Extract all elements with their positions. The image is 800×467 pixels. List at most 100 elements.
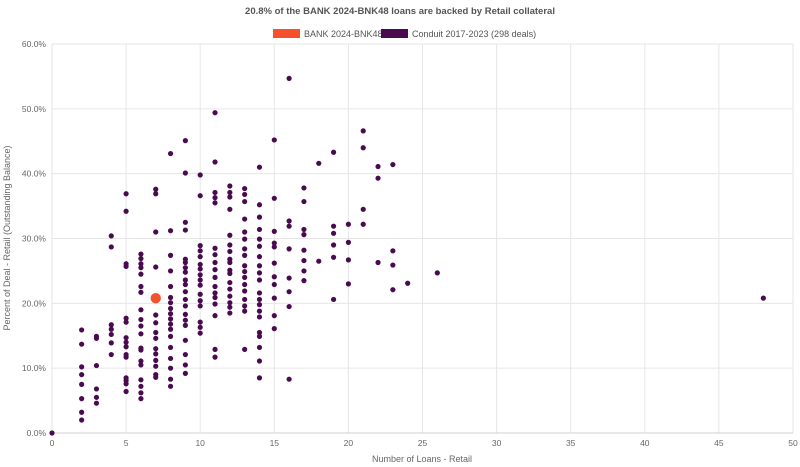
data-point-conduit[interactable]: [212, 195, 218, 201]
data-point-conduit[interactable]: [79, 417, 85, 423]
data-point-conduit[interactable]: [360, 145, 366, 151]
data-point-conduit[interactable]: [108, 331, 114, 338]
data-point-conduit[interactable]: [345, 221, 351, 227]
data-point-conduit[interactable]: [345, 239, 351, 245]
data-point-conduit[interactable]: [256, 296, 263, 303]
data-point-conduit[interactable]: [316, 258, 322, 264]
data-point-conduit[interactable]: [182, 269, 188, 275]
data-point-conduit[interactable]: [271, 326, 277, 332]
data-point-conduit[interactable]: [434, 270, 440, 276]
data-point-conduit[interactable]: [197, 277, 203, 283]
data-point-conduit[interactable]: [271, 137, 277, 143]
data-point-conduit[interactable]: [256, 344, 263, 351]
data-point-conduit[interactable]: [167, 316, 174, 322]
data-point-conduit[interactable]: [256, 243, 263, 249]
data-point-conduit[interactable]: [93, 394, 100, 400]
data-point-conduit[interactable]: [123, 335, 129, 341]
data-point-conduit[interactable]: [330, 296, 337, 303]
data-point-conduit[interactable]: [138, 255, 144, 262]
data-point-conduit[interactable]: [212, 313, 218, 319]
data-point-conduit[interactable]: [153, 357, 159, 363]
data-point-conduit[interactable]: [153, 372, 159, 378]
data-point-conduit[interactable]: [197, 319, 203, 325]
data-point-conduit[interactable]: [212, 189, 218, 196]
data-point-conduit[interactable]: [182, 317, 188, 323]
data-point-conduit[interactable]: [227, 248, 233, 255]
data-point-conduit[interactable]: [227, 206, 233, 212]
data-point-conduit[interactable]: [212, 283, 218, 290]
data-point-conduit[interactable]: [212, 252, 218, 258]
data-point-conduit[interactable]: [182, 256, 188, 262]
legend-item-conduit[interactable]: Conduit 2017-2023 (298 deals): [381, 29, 536, 39]
data-point-conduit[interactable]: [256, 290, 263, 296]
data-point-conduit[interactable]: [197, 272, 203, 278]
data-point-conduit[interactable]: [256, 214, 263, 220]
data-point-conduit[interactable]: [212, 267, 218, 273]
data-point-conduit[interactable]: [227, 286, 233, 292]
data-point-conduit[interactable]: [390, 262, 396, 268]
data-point-conduit[interactable]: [271, 195, 277, 201]
data-point-conduit[interactable]: [286, 75, 292, 81]
data-point-conduit[interactable]: [138, 390, 144, 396]
data-point-conduit[interactable]: [108, 340, 114, 346]
data-point-conduit[interactable]: [360, 221, 366, 227]
data-point-conduit[interactable]: [330, 230, 337, 236]
data-point-conduit[interactable]: [242, 185, 248, 192]
data-point-conduit[interactable]: [256, 358, 263, 364]
data-point-conduit[interactable]: [242, 281, 248, 288]
data-point-conduit[interactable]: [256, 263, 263, 269]
data-point-conduit[interactable]: [138, 251, 144, 257]
data-point-conduit[interactable]: [167, 228, 174, 234]
data-point-conduit[interactable]: [271, 228, 277, 234]
data-point-conduit[interactable]: [242, 303, 248, 309]
data-point-conduit[interactable]: [123, 208, 129, 214]
data-point-conduit[interactable]: [197, 298, 203, 304]
data-point-conduit[interactable]: [316, 160, 322, 166]
data-point-conduit[interactable]: [79, 396, 85, 402]
data-point-conduit[interactable]: [271, 260, 277, 266]
data-point-conduit[interactable]: [79, 341, 85, 347]
data-point-conduit[interactable]: [242, 198, 248, 205]
data-point-conduit[interactable]: [182, 322, 188, 328]
data-point-conduit[interactable]: [271, 313, 277, 319]
data-point-conduit[interactable]: [167, 311, 174, 317]
data-point-conduit[interactable]: [167, 294, 174, 301]
data-point-conduit[interactable]: [242, 191, 248, 198]
data-point-conduit[interactable]: [108, 351, 114, 358]
data-point-conduit[interactable]: [286, 303, 292, 310]
data-point-conduit[interactable]: [49, 430, 55, 436]
data-point-conduit[interactable]: [167, 355, 174, 362]
data-point-conduit[interactable]: [138, 331, 144, 337]
data-point-conduit[interactable]: [167, 321, 174, 327]
data-point-conduit[interactable]: [242, 296, 248, 303]
data-point-conduit[interactable]: [138, 377, 144, 383]
data-point-conduit[interactable]: [123, 191, 129, 197]
data-point-conduit[interactable]: [271, 281, 277, 288]
data-point-conduit[interactable]: [138, 323, 144, 329]
data-point-conduit[interactable]: [242, 346, 248, 352]
data-point-conduit[interactable]: [390, 287, 396, 293]
data-point-conduit[interactable]: [256, 277, 263, 283]
data-point-conduit[interactable]: [167, 383, 174, 389]
data-point-conduit[interactable]: [138, 289, 144, 295]
data-point-conduit[interactable]: [256, 226, 263, 233]
data-point-conduit[interactable]: [123, 344, 129, 350]
data-point-conduit[interactable]: [227, 183, 233, 189]
data-point-conduit[interactable]: [79, 381, 85, 387]
data-point-conduit[interactable]: [167, 268, 174, 274]
data-point-conduit[interactable]: [79, 364, 85, 370]
data-point-conduit[interactable]: [123, 339, 129, 345]
data-point-conduit[interactable]: [212, 259, 218, 266]
data-point-conduit[interactable]: [271, 274, 277, 280]
data-point-conduit[interactable]: [286, 275, 292, 281]
data-point-conduit[interactable]: [182, 277, 188, 283]
data-point-conduit[interactable]: [138, 362, 144, 368]
data-point-conduit[interactable]: [345, 257, 351, 263]
data-point-conduit[interactable]: [153, 351, 159, 357]
data-point-conduit[interactable]: [167, 326, 174, 332]
data-point-conduit[interactable]: [286, 223, 292, 229]
data-point-conduit[interactable]: [212, 290, 218, 296]
data-point-conduit[interactable]: [182, 311, 188, 317]
data-point-conduit[interactable]: [182, 296, 188, 303]
data-point-conduit[interactable]: [256, 302, 263, 308]
